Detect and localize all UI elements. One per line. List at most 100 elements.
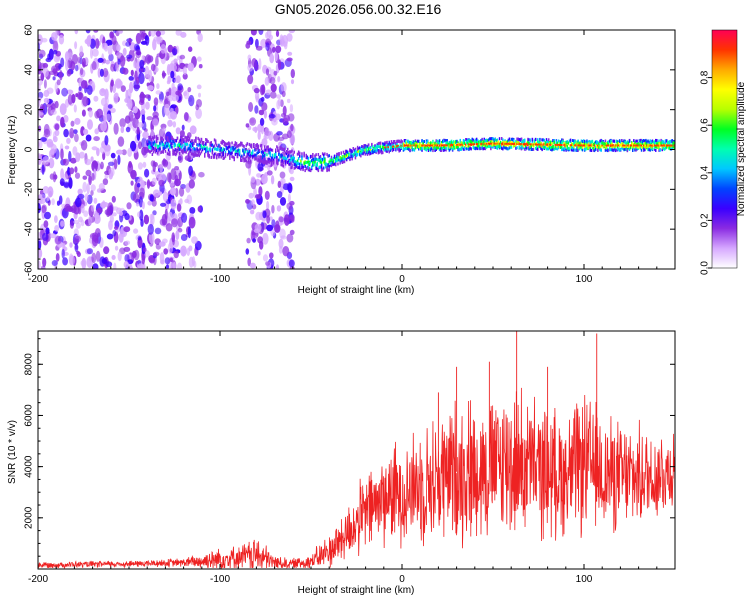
ridge-cell bbox=[544, 145, 547, 149]
ridge-cell bbox=[413, 140, 416, 144]
ridge-cell bbox=[401, 140, 404, 144]
ridge-cell bbox=[445, 146, 447, 150]
ridge-cell bbox=[187, 138, 190, 142]
noise-blob bbox=[125, 126, 131, 133]
noise-blob bbox=[121, 149, 127, 156]
noise-blob bbox=[102, 67, 109, 78]
ridge-cell bbox=[360, 154, 362, 158]
ridge-cell bbox=[599, 145, 601, 149]
ridge-cell bbox=[152, 136, 155, 140]
noise-blob bbox=[74, 117, 81, 125]
ridge-cell bbox=[541, 144, 543, 148]
ridge-cell bbox=[161, 136, 163, 140]
ridge-cell bbox=[293, 163, 295, 167]
noise-blob bbox=[116, 149, 123, 155]
ridge-cell bbox=[222, 157, 224, 160]
ridge-cell bbox=[266, 153, 268, 157]
noise-blob bbox=[117, 58, 121, 65]
ridge-cell bbox=[616, 141, 619, 145]
ridge-cell bbox=[515, 139, 517, 143]
noise-blob bbox=[152, 38, 157, 51]
noise-blob bbox=[198, 171, 205, 178]
noise-blob bbox=[254, 126, 258, 133]
noise-blob bbox=[275, 45, 282, 54]
ridge-cell bbox=[229, 156, 231, 160]
ridge-cell bbox=[155, 137, 158, 140]
ridge-cell bbox=[150, 146, 152, 150]
ridge-core-cell bbox=[661, 144, 663, 147]
ridge-cell bbox=[639, 138, 642, 142]
ridge-cell bbox=[230, 147, 232, 151]
ridge-cell bbox=[453, 140, 455, 144]
noise-blob bbox=[137, 162, 143, 170]
ridge-cell bbox=[182, 151, 184, 155]
ridge-core-cell bbox=[614, 144, 617, 147]
ridge-cell bbox=[277, 146, 279, 150]
ridge-cell bbox=[207, 140, 209, 144]
ridge-cell bbox=[315, 167, 317, 170]
ridge-core-cell bbox=[668, 144, 670, 147]
ridge-cell bbox=[402, 148, 405, 152]
ridge-cell bbox=[497, 142, 500, 146]
ridge-cell bbox=[264, 145, 266, 149]
ridge-cell bbox=[299, 151, 301, 155]
ridge-cell bbox=[176, 136, 179, 140]
noise-blob bbox=[286, 33, 293, 42]
ridge-cell bbox=[576, 140, 578, 144]
noise-blob bbox=[38, 203, 41, 214]
ridge-cell bbox=[196, 143, 198, 147]
ridge-cell bbox=[279, 146, 281, 150]
ridge-cell bbox=[409, 143, 411, 147]
ridge-cell bbox=[180, 147, 182, 151]
ridge-cell bbox=[299, 165, 301, 169]
ridge-core-cell bbox=[412, 144, 415, 147]
ridge-cell bbox=[312, 155, 314, 159]
noise-blob bbox=[249, 209, 255, 215]
ridge-cell bbox=[428, 145, 431, 149]
ridge-core-cell bbox=[498, 142, 501, 145]
ridge-cell bbox=[390, 141, 393, 145]
noise-blob bbox=[265, 261, 271, 266]
ridge-cell bbox=[523, 147, 526, 151]
noise-blob bbox=[94, 128, 99, 135]
ridge-cell bbox=[673, 142, 675, 146]
noise-blob bbox=[133, 228, 139, 234]
ridge-core-cell bbox=[623, 144, 625, 147]
ridge-cell bbox=[645, 138, 647, 142]
ridge-cell bbox=[170, 139, 172, 143]
ridge-cell bbox=[561, 138, 563, 142]
noise-blob bbox=[282, 117, 289, 125]
noise-blob bbox=[139, 59, 145, 69]
ridge-cell bbox=[594, 140, 597, 144]
colorbar-label: Normalized spectral amplitude bbox=[736, 81, 747, 216]
ridge-cell bbox=[271, 159, 274, 162]
ridge-cell bbox=[327, 168, 329, 172]
ridge-cell bbox=[269, 154, 271, 157]
noise-blob bbox=[136, 182, 141, 188]
ridge-cell bbox=[589, 147, 591, 151]
ridge-cell bbox=[451, 141, 454, 145]
ridge-cell bbox=[652, 143, 655, 147]
ridge-cell bbox=[483, 140, 485, 144]
noise-blob bbox=[258, 186, 263, 197]
ridge-cell bbox=[202, 142, 205, 146]
ridge-cell bbox=[363, 150, 365, 154]
ridge-cell bbox=[399, 148, 401, 152]
ridge-cell bbox=[354, 149, 357, 153]
ridge-core-cell bbox=[542, 143, 544, 146]
noise-blob bbox=[174, 78, 179, 84]
ridge-core-cell bbox=[538, 143, 540, 146]
ridge-cell bbox=[489, 137, 491, 141]
noise-blob bbox=[181, 124, 185, 131]
ridge-cell bbox=[408, 140, 410, 144]
ridge-cell bbox=[461, 141, 464, 145]
ridge-core-cell bbox=[461, 143, 464, 146]
ridge-cell bbox=[656, 145, 658, 149]
noise-blob bbox=[266, 200, 270, 211]
ridge-cell bbox=[184, 142, 186, 146]
ridge-cell bbox=[672, 142, 674, 146]
ridge-cell bbox=[502, 138, 504, 142]
ridge-cell bbox=[626, 149, 629, 153]
ridge-cell bbox=[351, 150, 353, 154]
ridge-cell bbox=[224, 142, 227, 146]
